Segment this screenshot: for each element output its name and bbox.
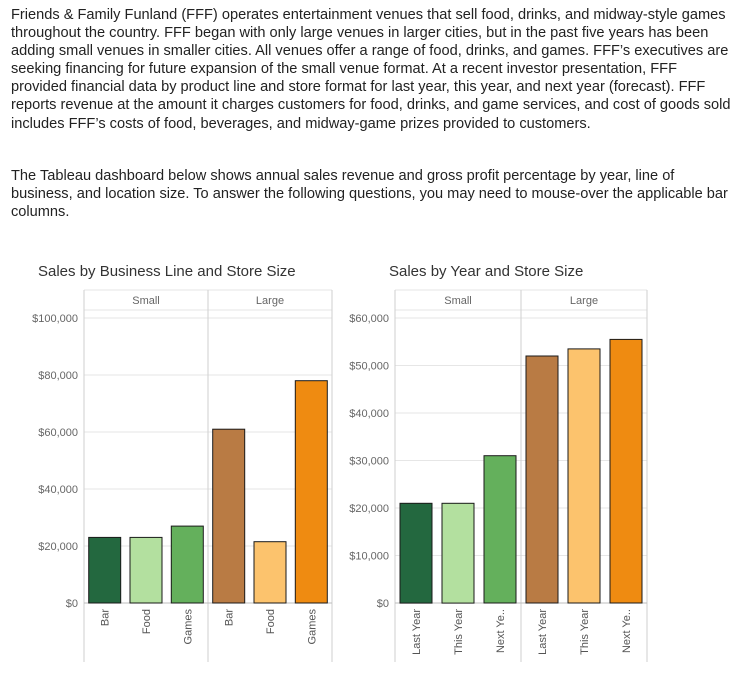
- chart-sales-by-year: Sales by Year and Store Size $0 $10,000 $20…: [349, 263, 648, 662]
- category-label: Next Ye..: [495, 609, 507, 653]
- y-tick-label: $80,000: [38, 370, 78, 382]
- bar-small-next-ye-: [483, 455, 517, 604]
- bar-small-last-year: [399, 502, 433, 604]
- y-tick-label: $60,000: [349, 313, 389, 325]
- intro-paragraph-1: Friends & Family Funland (FFF) operates …: [11, 7, 731, 132]
- chart-title: Sales by Year and Store Size: [389, 263, 583, 280]
- bar-small-games: [170, 525, 204, 604]
- bar-large-last-year: [525, 355, 559, 604]
- intro-paragraph-2: The Tableau dashboard below shows annual…: [11, 168, 728, 221]
- y-tick-label: $40,000: [38, 484, 78, 496]
- category-label: Games: [306, 609, 318, 645]
- group-header-large: Large: [256, 295, 284, 307]
- category-label: Food: [141, 609, 153, 634]
- category-label: Last Year: [411, 609, 423, 655]
- y-tick-label: $100,000: [32, 313, 78, 325]
- bar-large-next-ye-: [609, 338, 643, 604]
- y-tick-label: $30,000: [349, 456, 389, 468]
- category-label: Bar: [224, 609, 236, 626]
- group-header-small: Small: [444, 295, 472, 307]
- category-label: Next Ye..: [621, 609, 633, 653]
- bar-large-bar: [212, 428, 246, 604]
- bar-small-food: [129, 536, 163, 604]
- y-tick-label: $20,000: [38, 541, 78, 553]
- category-label: Last Year: [537, 609, 549, 655]
- group-header-small: Small: [132, 295, 160, 307]
- category-label: This Year: [579, 609, 591, 655]
- category-label: Food: [265, 609, 277, 634]
- category-label: Bar: [100, 609, 112, 626]
- chart-title: Sales by Business Line and Store Size: [38, 263, 296, 280]
- bar-small-bar: [88, 536, 122, 604]
- bar-large-games: [294, 380, 328, 604]
- y-tick-label: $10,000: [349, 551, 389, 563]
- bar-small-this-year: [441, 502, 475, 604]
- y-tick-label: $20,000: [349, 503, 389, 515]
- category-label: This Year: [453, 609, 465, 655]
- y-tick-label: $60,000: [38, 427, 78, 439]
- y-tick-label: $0: [66, 598, 78, 610]
- group-header-large: Large: [570, 295, 598, 307]
- y-tick-label: $40,000: [349, 408, 389, 420]
- y-tick-label: $0: [377, 598, 389, 610]
- chart-sales-by-business-line: Sales by Business Line and Store Size $0 $…: [32, 263, 333, 662]
- bar-large-food: [253, 541, 287, 604]
- bar-large-this-year: [567, 348, 601, 604]
- tableau-dashboard: Sales by Business Line and Store Size $0 $…: [32, 263, 648, 662]
- category-label: Games: [182, 609, 194, 645]
- y-tick-label: $50,000: [349, 361, 389, 373]
